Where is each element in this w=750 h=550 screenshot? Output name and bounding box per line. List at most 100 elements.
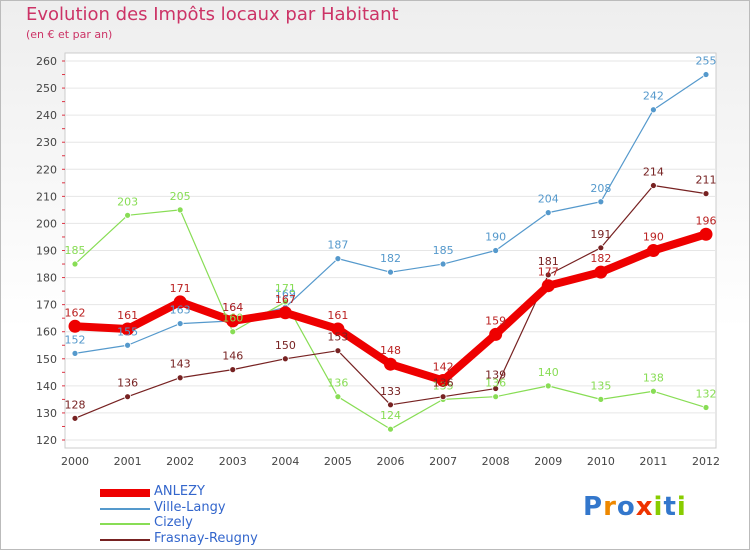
data-label: 153 bbox=[327, 331, 348, 344]
data-label: 152 bbox=[65, 333, 86, 346]
data-point bbox=[124, 211, 131, 219]
x-tick-label: 2003 bbox=[219, 455, 247, 468]
data-point bbox=[176, 374, 184, 382]
data-point bbox=[229, 328, 237, 336]
data-label: 208 bbox=[590, 182, 611, 195]
data-label: 211 bbox=[696, 174, 717, 187]
data-point bbox=[124, 341, 131, 349]
y-tick-label: 150 bbox=[36, 353, 57, 366]
data-point bbox=[281, 355, 289, 363]
data-point bbox=[334, 347, 342, 355]
data-point bbox=[176, 206, 184, 214]
data-point bbox=[646, 244, 660, 257]
data-label: 187 bbox=[327, 239, 348, 252]
data-label: 185 bbox=[65, 244, 86, 257]
data-label: 160 bbox=[222, 312, 243, 325]
data-point bbox=[439, 393, 447, 401]
logo-letter: i bbox=[676, 492, 687, 522]
data-label: 171 bbox=[275, 282, 296, 295]
data-label: 138 bbox=[643, 371, 664, 384]
data-point bbox=[544, 271, 552, 279]
x-tick-label: 2006 bbox=[377, 455, 405, 468]
data-point bbox=[436, 373, 450, 387]
data-point bbox=[387, 425, 394, 433]
data-label: 181 bbox=[538, 255, 559, 268]
data-label: 242 bbox=[643, 90, 664, 103]
data-point bbox=[492, 385, 500, 392]
legend-label: Cizely bbox=[154, 515, 193, 530]
data-label: 135 bbox=[590, 379, 611, 392]
y-tick-label: 260 bbox=[36, 55, 57, 68]
data-label: 204 bbox=[538, 193, 559, 206]
data-point bbox=[124, 393, 131, 401]
y-tick-label: 120 bbox=[36, 434, 57, 447]
logo-letter: r bbox=[603, 492, 617, 522]
y-tick-label: 220 bbox=[36, 163, 57, 176]
data-label: 136 bbox=[327, 377, 348, 390]
data-point bbox=[541, 279, 555, 293]
legend-swatch bbox=[100, 538, 150, 541]
data-label: 133 bbox=[380, 385, 401, 398]
data-point bbox=[702, 404, 710, 411]
data-point bbox=[173, 295, 187, 309]
x-tick-label: 2000 bbox=[61, 455, 89, 468]
data-label: 185 bbox=[433, 244, 454, 257]
y-tick-label: 210 bbox=[36, 190, 57, 203]
data-label: 171 bbox=[170, 282, 191, 295]
data-label: 142 bbox=[433, 360, 454, 373]
logo-letter: x bbox=[635, 492, 654, 522]
data-point bbox=[334, 255, 342, 263]
data-point bbox=[281, 298, 289, 306]
data-point bbox=[176, 320, 184, 327]
data-label: 146 bbox=[222, 350, 243, 363]
data-point bbox=[384, 357, 397, 371]
data-point bbox=[331, 322, 345, 336]
data-point bbox=[650, 387, 657, 395]
data-point bbox=[121, 322, 135, 336]
data-label: 159 bbox=[485, 314, 506, 327]
data-point bbox=[68, 319, 82, 333]
logo-letter: i bbox=[653, 492, 664, 522]
data-label: 161 bbox=[117, 309, 138, 322]
data-label: 196 bbox=[696, 214, 717, 227]
data-point bbox=[71, 260, 79, 268]
y-tick-label: 160 bbox=[36, 326, 57, 339]
data-label: 136 bbox=[433, 377, 454, 390]
data-label: 136 bbox=[485, 377, 506, 390]
data-label: 132 bbox=[696, 388, 717, 401]
x-tick-label: 2011 bbox=[639, 455, 667, 468]
data-label: 124 bbox=[380, 409, 401, 422]
data-label: 163 bbox=[170, 304, 191, 317]
data-label: 162 bbox=[65, 306, 86, 319]
data-point bbox=[278, 306, 292, 320]
data-point bbox=[699, 227, 713, 241]
data-label: 164 bbox=[222, 301, 243, 314]
data-point bbox=[226, 314, 240, 328]
data-label: 182 bbox=[590, 252, 611, 265]
x-tick-label: 2010 bbox=[587, 455, 615, 468]
data-point bbox=[489, 327, 503, 341]
data-point bbox=[387, 268, 394, 276]
data-point bbox=[597, 395, 605, 403]
data-point bbox=[544, 209, 552, 217]
y-tick-label: 190 bbox=[36, 245, 57, 258]
data-label: 136 bbox=[117, 377, 138, 390]
logo-letter: t bbox=[663, 492, 677, 522]
data-label: 182 bbox=[380, 252, 401, 265]
y-tick-label: 240 bbox=[36, 109, 57, 122]
data-label: 155 bbox=[117, 325, 138, 338]
chart-title: Evolution des Impôts locaux par Habitant bbox=[26, 4, 399, 25]
data-label: 143 bbox=[170, 358, 191, 371]
x-tick-label: 2001 bbox=[114, 455, 142, 468]
data-label: 128 bbox=[65, 398, 86, 411]
x-tick-label: 2002 bbox=[166, 455, 194, 468]
y-tick-label: 130 bbox=[36, 407, 57, 420]
x-tick-label: 2007 bbox=[429, 455, 457, 468]
data-label: 205 bbox=[170, 190, 191, 203]
logo-letter: P bbox=[583, 492, 604, 522]
data-point bbox=[71, 349, 79, 357]
data-label: 190 bbox=[643, 231, 664, 244]
legend-label: ANLEZY bbox=[154, 484, 205, 499]
data-label: 148 bbox=[380, 344, 401, 357]
